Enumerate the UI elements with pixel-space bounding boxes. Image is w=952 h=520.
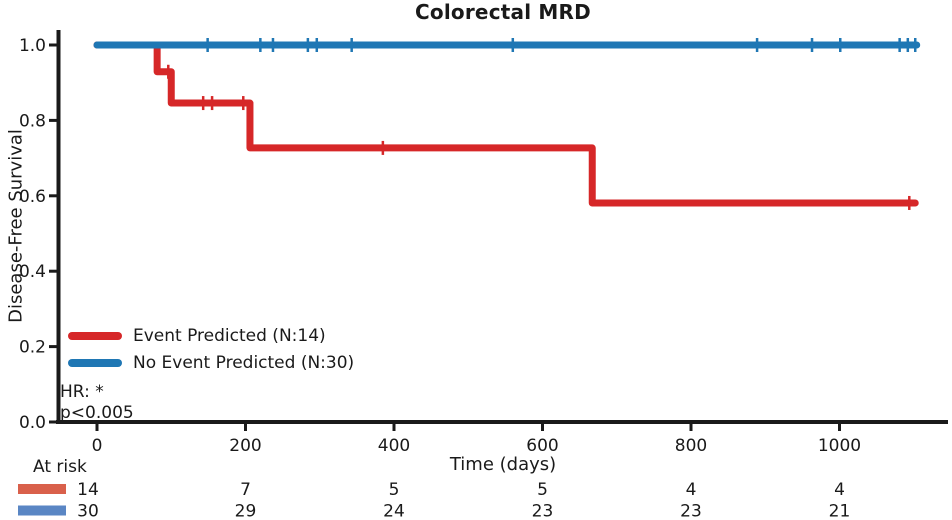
y-tick-label: 0.6 xyxy=(19,187,46,207)
at-risk-count: 4 xyxy=(834,480,845,500)
at-risk-count: 30 xyxy=(77,502,99,520)
chart-title: Colorectal MRD xyxy=(415,0,591,24)
legend-row-event: Event Predicted (N:14) xyxy=(60,322,354,349)
at-risk-count: 7 xyxy=(240,480,251,500)
at-risk-count: 23 xyxy=(680,502,702,520)
at-risk-count: 4 xyxy=(686,480,697,500)
at-risk-swatch xyxy=(18,484,66,494)
legend-row-no-event: No Event Predicted (N:30) xyxy=(60,349,354,376)
legend-line-no-event-swatch xyxy=(68,358,122,367)
y-tick-label: 0.0 xyxy=(19,413,46,433)
legend-label-event: Event Predicted (N:14) xyxy=(133,325,326,346)
p-value-annotation: p<0.005 xyxy=(60,403,134,423)
km-curve-event xyxy=(93,41,919,207)
x-axis-label: Time (days) xyxy=(449,454,557,475)
at-risk-swatch xyxy=(18,505,66,516)
at-risk-count: 23 xyxy=(532,502,554,520)
at-risk-count: 5 xyxy=(537,480,548,500)
at-risk-count: 14 xyxy=(77,480,99,500)
x-tick-label: 600 xyxy=(526,436,558,456)
legend-label-no-event: No Event Predicted (N:30) xyxy=(133,352,355,373)
x-tick-label: 200 xyxy=(229,436,261,456)
at-risk-count: 24 xyxy=(383,502,405,520)
y-tick-label: 0.4 xyxy=(19,262,46,282)
x-tick-label: 1000 xyxy=(818,436,861,456)
hazard-ratio-annotation: HR: * xyxy=(60,382,104,402)
at-risk-count: 29 xyxy=(235,502,257,520)
y-tick-label: 0.8 xyxy=(19,111,46,131)
x-tick-label: 400 xyxy=(378,436,410,456)
legend: Event Predicted (N:14) No Event Predicte… xyxy=(60,322,354,424)
legend-line-event-swatch xyxy=(68,331,122,340)
at-risk-count: 5 xyxy=(389,480,400,500)
at-risk-count: 21 xyxy=(829,502,851,520)
x-tick-label: 0 xyxy=(92,436,103,456)
y-tick-label: 0.2 xyxy=(19,338,46,358)
x-tick-label: 800 xyxy=(675,436,707,456)
at-risk-table-label: At risk xyxy=(33,457,87,477)
y-tick-label: 1.0 xyxy=(19,36,46,56)
